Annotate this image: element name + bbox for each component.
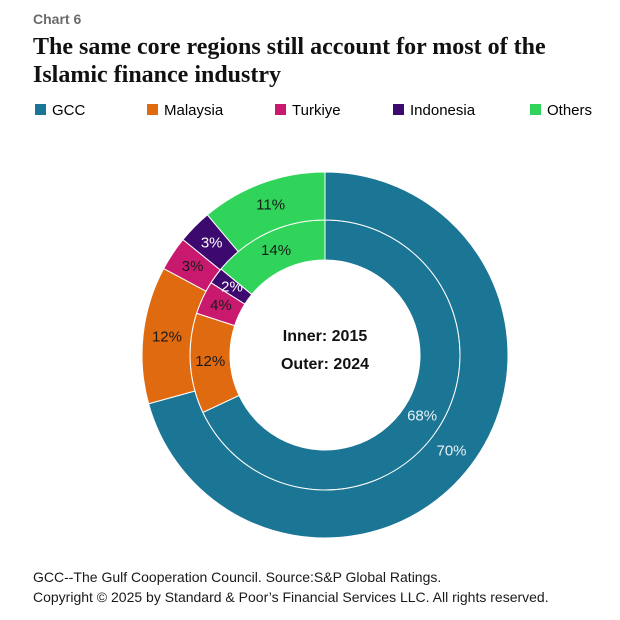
data-label: 4%	[210, 297, 232, 314]
legend-label: Malaysia	[164, 102, 224, 119]
donut-segment	[148, 171, 509, 539]
legend-swatch	[147, 104, 158, 115]
data-label: 12%	[195, 353, 225, 370]
legend-label: GCC	[52, 102, 86, 119]
data-label: 12%	[152, 328, 182, 345]
data-label: 3%	[201, 234, 223, 251]
data-label: 11%	[256, 197, 285, 214]
data-label: 68%	[407, 408, 437, 425]
legend-label: Turkiye	[292, 102, 341, 119]
legend-swatch	[275, 104, 286, 115]
chart-label: Chart 6	[33, 11, 82, 27]
center-label: Outer: 2024	[281, 356, 369, 373]
note: Copyright © 2025 by Standard & Poor’s Fi…	[33, 589, 549, 605]
center-label: Inner: 2015	[283, 328, 368, 345]
data-label: 3%	[182, 258, 204, 275]
legend-swatch	[530, 104, 541, 115]
notes: GCC--The Gulf Cooperation Council. Sourc…	[33, 567, 549, 607]
data-label: 70%	[437, 442, 467, 459]
legend-label: Others	[547, 102, 592, 119]
note: GCC--The Gulf Cooperation Council. Sourc…	[33, 569, 442, 585]
legend-swatch	[35, 104, 46, 115]
chart-title: The same core regions still account for …	[33, 34, 546, 88]
donut-segment	[206, 171, 326, 253]
legend-swatch	[393, 104, 404, 115]
data-label: 14%	[261, 242, 291, 259]
legend-label: Indonesia	[410, 102, 476, 119]
